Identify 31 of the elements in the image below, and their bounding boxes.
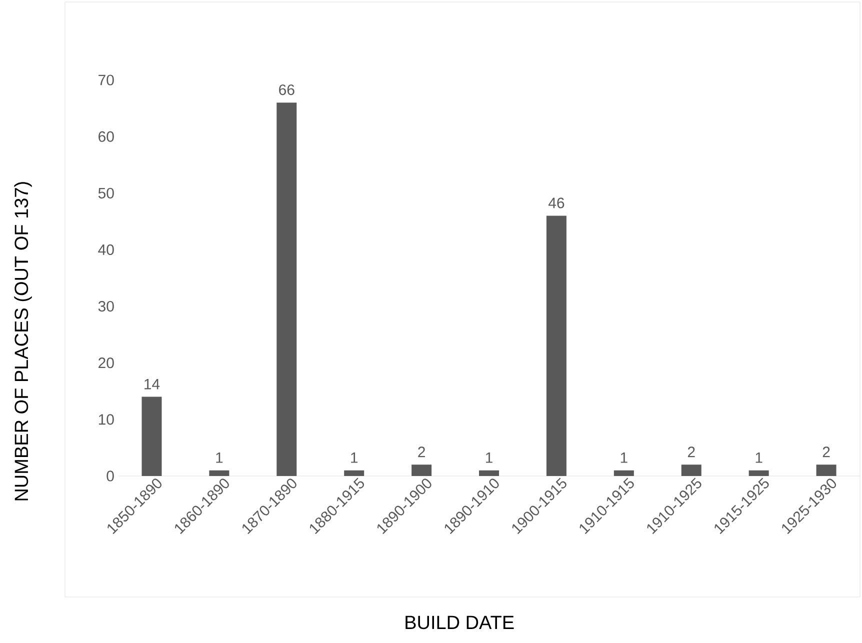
data-label: 46 — [548, 198, 564, 208]
x-axis-title: BUILD DATE — [406, 616, 514, 630]
bar — [546, 216, 566, 476]
y-axis-title: NUMBER OF PLACES (OUT OF 137) — [14, 182, 32, 500]
data-label: 2 — [418, 446, 425, 458]
data-label: 2 — [688, 446, 695, 458]
data-label: 1 — [486, 452, 492, 463]
bar — [142, 396, 162, 476]
y-tick-label: 70 — [98, 74, 114, 86]
y-tick-label: 20 — [98, 358, 114, 368]
bar — [479, 470, 500, 476]
y-tick-label: 60 — [98, 131, 114, 142]
y-tick-label: 40 — [98, 244, 114, 256]
data-label: 1 — [620, 452, 628, 463]
data-label: 2 — [822, 446, 830, 458]
data-label: 1 — [216, 452, 223, 463]
bar — [344, 470, 364, 476]
data-label: 1 — [351, 452, 358, 463]
data-label: 1 — [756, 452, 762, 463]
bar — [614, 470, 634, 476]
y-tick-label: 50 — [98, 188, 114, 198]
bar — [276, 102, 297, 476]
bar — [681, 464, 702, 476]
bar — [412, 464, 432, 476]
data-label: 66 — [279, 84, 294, 96]
bar — [209, 470, 230, 476]
y-tick-label: 30 — [98, 300, 114, 312]
bar — [816, 464, 836, 476]
data-label: 14 — [144, 378, 160, 390]
bar — [748, 470, 769, 476]
y-tick-label: 10 — [98, 414, 114, 425]
